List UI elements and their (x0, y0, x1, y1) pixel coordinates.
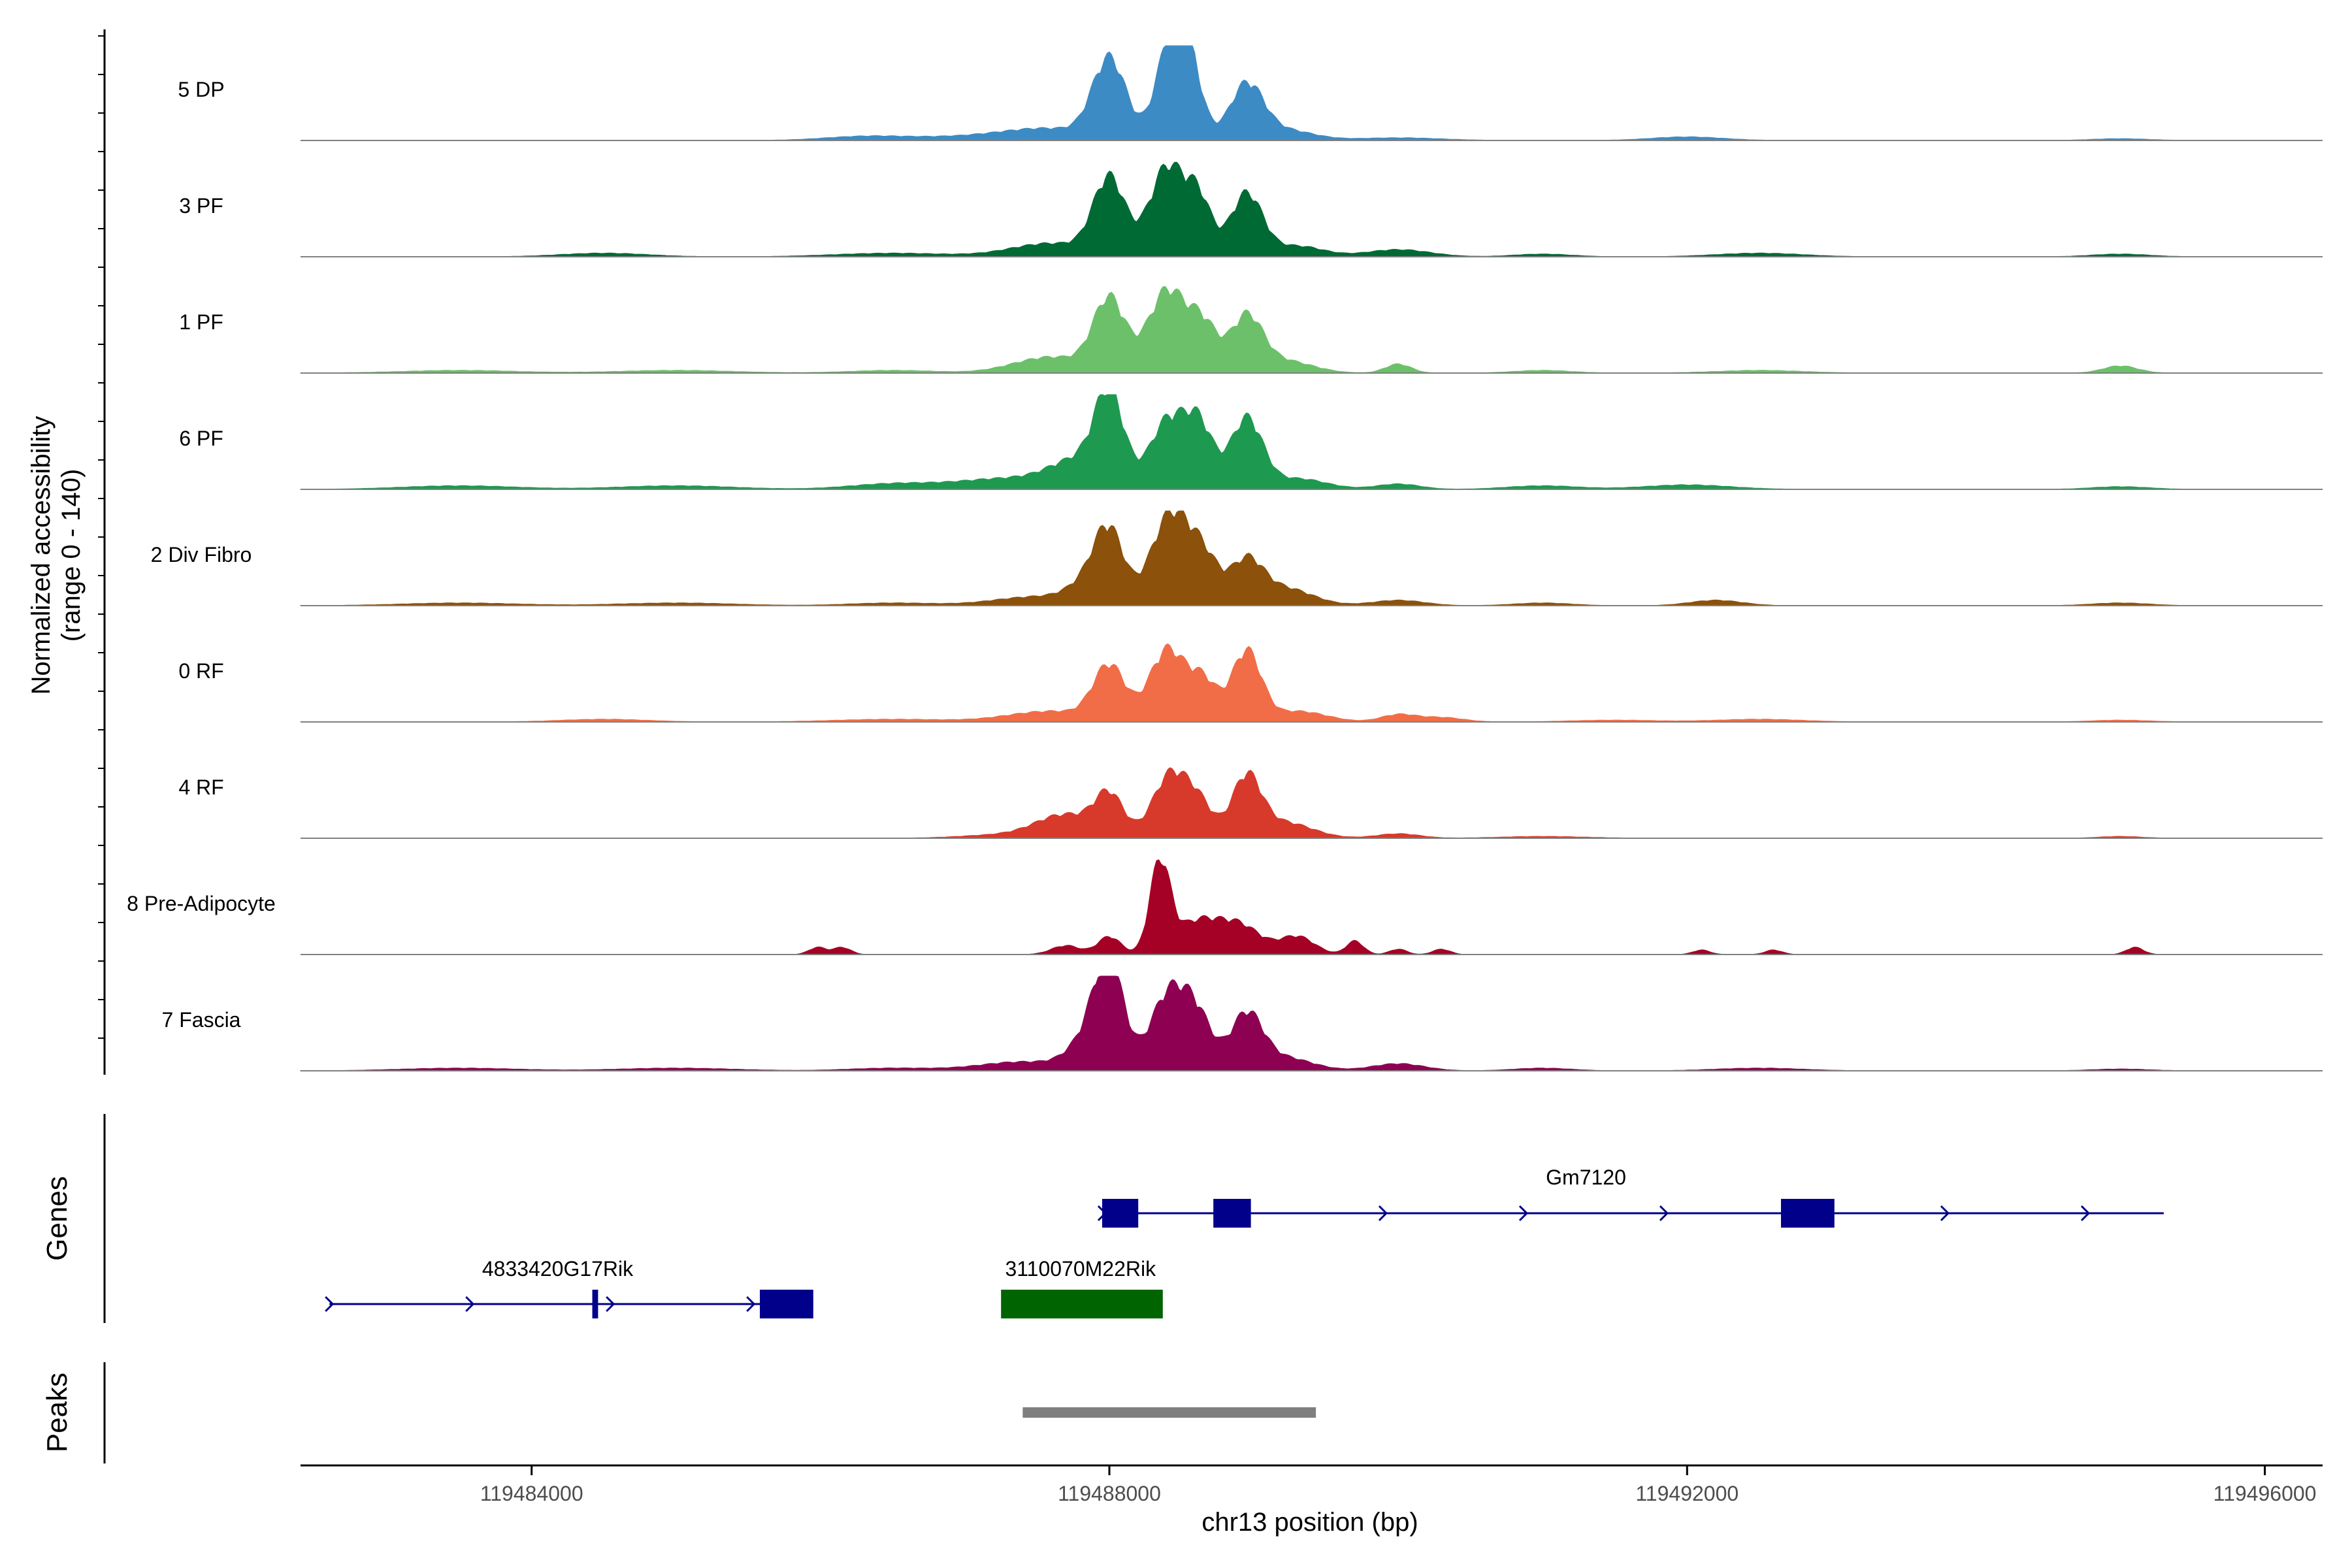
coverage-area (300, 510, 2323, 606)
x-tick-label: 119484000 (480, 1482, 583, 1505)
gene-label: 3110070M22Rik (1005, 1257, 1156, 1281)
exon (1213, 1199, 1251, 1228)
track-6-pf: 6 PF (179, 394, 2323, 490)
strand-arrow (1940, 1205, 1950, 1222)
coverage-area (300, 286, 2323, 374)
gene-label: Gm7120 (1546, 1166, 1626, 1189)
y-axis-title: Normalized accessibility (range 0 - 140) (27, 416, 86, 695)
gene-4833420g17rik: 4833420G17Rik (325, 1257, 813, 1318)
x-tick-label: 119492000 (1635, 1482, 1739, 1505)
gene-track: Gm7120 4833420G17Rik 3110070M22Rik (325, 1166, 2164, 1318)
coverage-area (300, 975, 2323, 1071)
strand-arrow (2080, 1205, 2091, 1222)
track-label: 4 RF (178, 776, 223, 799)
strand-arrow (746, 1296, 756, 1313)
gene-3110070m22rik: 3110070M22Rik (1001, 1257, 1163, 1318)
track-8-pre-adipocyte: 8 Pre-Adipocyte (127, 859, 2323, 955)
exon (760, 1290, 813, 1318)
coverage-area (300, 394, 2323, 490)
genes-panel-title: Genes (41, 1176, 73, 1261)
track-label: 0 RF (178, 659, 223, 683)
coverage-area (301, 859, 2323, 955)
peaks-panel-title: Peaks (41, 1373, 73, 1452)
coverage-area (301, 161, 2323, 257)
track-label: 3 PF (179, 194, 223, 218)
track-label: 2 Div Fibro (151, 543, 252, 566)
track-2-div-fibro: 2 Div Fibro (151, 510, 2323, 606)
peak-region (1022, 1407, 1316, 1418)
coverage-area (301, 45, 2323, 141)
exon (1001, 1290, 1163, 1318)
coverage-tracks: 5 DP 3 PF 1 PF 6 PF 2 Div Fibro 0 RF 4 RF 8 Pre… (127, 45, 2323, 1071)
exon (592, 1290, 598, 1318)
track-3-pf: 3 PF (179, 161, 2323, 257)
x-tick-label: 119496000 (2213, 1482, 2317, 1505)
exon (1780, 1199, 1835, 1228)
track-5-dp: 5 DP (178, 45, 2323, 141)
track-0-rf: 0 RF (178, 643, 2323, 723)
track-label: 6 PF (179, 427, 223, 450)
y-axis-title-line1: Normalized accessibility (27, 416, 56, 695)
peak-track (1022, 1407, 1316, 1418)
gene-gm7120: Gm7120 (1097, 1166, 2164, 1228)
coverage-area (301, 767, 2323, 839)
x-tick-label: 119488000 (1058, 1482, 1161, 1505)
gene-label: 4833420G17Rik (482, 1257, 634, 1281)
track-label: 5 DP (178, 78, 224, 101)
track-4-rf: 4 RF (178, 767, 2323, 839)
coverage-area (301, 643, 2323, 723)
strand-arrow (325, 1296, 335, 1313)
track-label: 7 Fascia (162, 1008, 241, 1032)
y-axis-title-line2: (range 0 - 140) (57, 469, 86, 642)
strand-arrow (1378, 1205, 1388, 1222)
track-7-fascia: 7 Fascia (162, 975, 2323, 1071)
strand-arrow (465, 1296, 475, 1313)
strand-arrow (1518, 1205, 1529, 1222)
exon (1102, 1199, 1139, 1228)
strand-arrow (606, 1296, 615, 1313)
track-label: 8 Pre-Adipocyte (127, 892, 276, 915)
strand-arrow (1659, 1205, 1669, 1222)
track-1-pf: 1 PF (179, 286, 2323, 374)
x-axis-title: chr13 position (bp) (1201, 1508, 1418, 1537)
track-label: 1 PF (179, 310, 223, 334)
x-axis-ticks: 119484000 119488000 119492000 119496000 (480, 1465, 2317, 1505)
y-axis-ticks (98, 35, 105, 1039)
